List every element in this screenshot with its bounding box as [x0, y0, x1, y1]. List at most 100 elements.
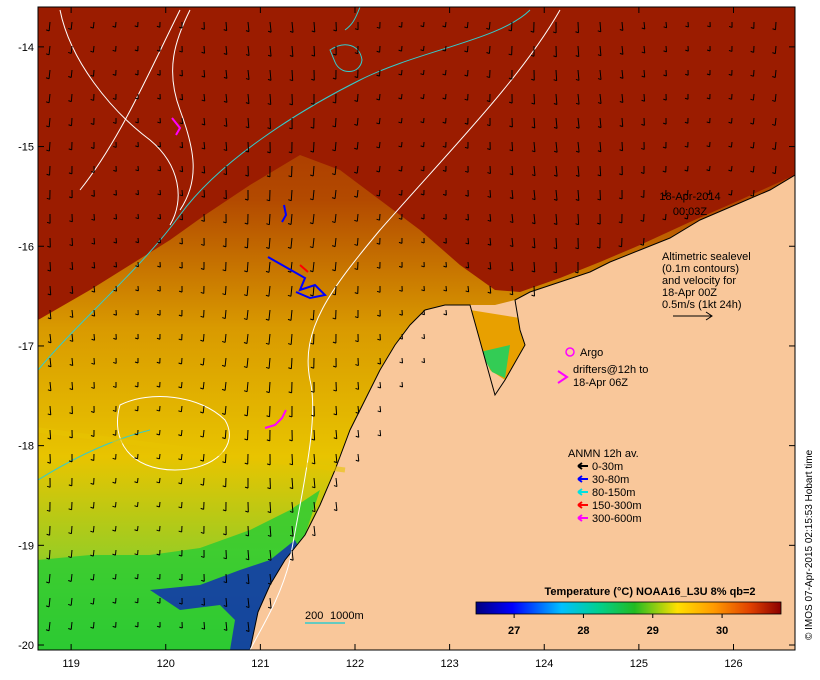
velocity-arrow	[246, 237, 249, 249]
velocity-arrowhead	[728, 49, 733, 52]
velocity-arrow	[291, 501, 294, 513]
velocity-arrow	[599, 69, 602, 80]
velocity-arrow	[312, 285, 315, 296]
velocity-arrow	[180, 477, 183, 484]
velocity-arrowhead	[222, 485, 226, 488]
velocity-arrowhead	[684, 169, 688, 172]
credit: © IMOS 07-Apr-2015 02:15:53 Hobart time	[804, 449, 815, 640]
velocity-arrowhead	[245, 150, 249, 153]
velocity-arrow	[181, 165, 184, 172]
velocity-arrowhead	[68, 532, 72, 535]
velocity-arrowhead	[69, 412, 73, 415]
velocity-arrowhead	[289, 558, 294, 561]
velocity-arrowhead	[91, 386, 95, 389]
velocity-arrowhead	[267, 103, 271, 106]
velocity-arrow	[92, 573, 95, 581]
velocity-arrowhead	[618, 197, 623, 200]
velocity-arrowhead	[376, 290, 381, 293]
velocity-arrowhead	[377, 362, 381, 365]
velocity-arrow	[665, 21, 668, 28]
colorbar-tick-label: 28	[577, 625, 589, 637]
anmn-arrowhead-icon	[577, 488, 583, 496]
velocity-arrowhead	[509, 221, 514, 224]
velocity-arrowhead	[45, 29, 50, 32]
velocity-arrowhead	[112, 481, 116, 484]
velocity-arrowhead	[508, 77, 513, 80]
velocity-arrowhead	[68, 100, 72, 103]
velocity-arrow	[159, 189, 162, 195]
velocity-arrowhead	[267, 558, 272, 561]
velocity-arrowhead	[135, 145, 139, 148]
velocity-arrow	[247, 117, 250, 128]
velocity-arrowhead	[179, 242, 183, 245]
lat-tick-label: -15	[18, 142, 34, 154]
velocity-arrowhead	[156, 337, 161, 340]
velocity-arrowhead	[200, 459, 204, 462]
velocity-arrowhead	[244, 246, 248, 249]
velocity-arrowhead	[243, 318, 248, 321]
velocity-arrow	[511, 237, 514, 247]
velocity-arrow	[357, 405, 360, 414]
velocity-arrow	[268, 213, 271, 225]
velocity-arrowhead	[553, 126, 558, 129]
velocity-arrowhead	[289, 55, 294, 57]
velocity-arrowhead	[201, 579, 205, 582]
velocity-arrow	[202, 405, 205, 414]
velocity-arrowhead	[377, 434, 381, 437]
velocity-arrowhead	[597, 174, 601, 177]
velocity-arrowhead	[267, 78, 272, 81]
velocity-arrowhead	[289, 487, 293, 490]
velocity-arrowhead	[442, 25, 446, 28]
velocity-arrow	[48, 621, 51, 631]
velocity-arrow	[137, 477, 139, 483]
velocity-arrowhead	[112, 601, 116, 604]
velocity-arrow	[268, 237, 271, 249]
velocity-arrow	[268, 309, 271, 321]
velocity-arrow	[379, 429, 382, 437]
anmn-legend: ANMN 12h av. 0-30m30-80m80-150m150-300m3…	[568, 448, 642, 525]
velocity-arrowhead	[90, 26, 94, 29]
velocity-arrowhead	[69, 220, 73, 223]
velocity-arrowhead	[267, 534, 272, 537]
cold-coastal-strip	[150, 540, 300, 650]
velocity-arrowhead	[178, 362, 182, 365]
velocity-arrowhead	[333, 413, 337, 416]
velocity-arrowhead	[287, 343, 292, 346]
velocity-arrowhead	[508, 53, 512, 56]
velocity-arrow	[224, 453, 227, 463]
velocity-arrowhead	[420, 25, 424, 28]
velocity-arrowhead	[223, 533, 227, 536]
velocity-arrowhead	[245, 54, 250, 57]
velocity-arrowhead	[575, 223, 579, 226]
velocity-arrowhead	[266, 223, 270, 226]
velocity-arrowhead	[311, 414, 315, 417]
velocity-arrow	[203, 45, 206, 54]
velocity-arrowhead	[245, 630, 250, 633]
velocity-arrow	[225, 165, 228, 175]
velocity-arrow	[158, 453, 161, 459]
velocity-arrowhead	[223, 605, 227, 608]
velocity-arrowhead	[179, 194, 183, 197]
anmn-item-label: 0-30m	[592, 461, 623, 473]
velocity-arrow	[202, 429, 205, 438]
velocity-arrow	[445, 285, 448, 292]
velocity-arrowhead	[663, 98, 667, 101]
velocity-arrow	[599, 21, 602, 32]
velocity-arrowhead	[113, 313, 117, 316]
velocity-arrowhead	[201, 99, 205, 102]
velocity-arrowhead	[134, 361, 139, 364]
velocity-arrowhead	[332, 269, 336, 272]
velocity-arrowhead	[179, 170, 183, 173]
velocity-arrowhead	[68, 484, 72, 487]
velocity-arrowhead	[619, 125, 623, 128]
velocity-arrow	[291, 69, 294, 81]
velocity-arrow	[48, 117, 51, 127]
velocity-arrowhead	[135, 289, 139, 292]
velocity-arrow	[774, 93, 777, 102]
velocity-arrowhead	[641, 27, 645, 30]
velocity-arrow	[180, 405, 183, 412]
velocity-arrow	[599, 141, 602, 152]
velocity-arrowhead	[509, 197, 514, 200]
velocity-arrowhead	[575, 31, 579, 34]
